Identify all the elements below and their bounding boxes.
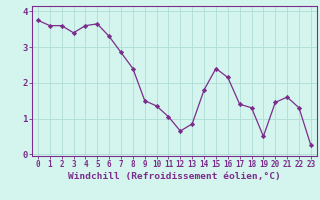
X-axis label: Windchill (Refroidissement éolien,°C): Windchill (Refroidissement éolien,°C) [68,172,281,181]
